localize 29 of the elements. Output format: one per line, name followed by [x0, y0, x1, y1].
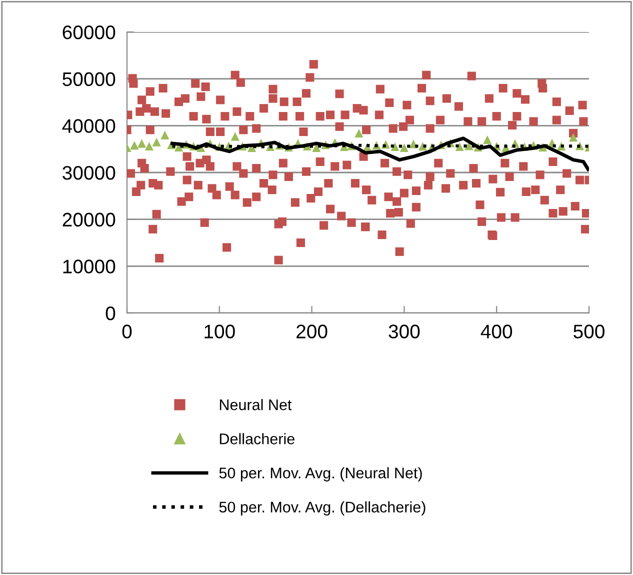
point — [160, 130, 170, 140]
point — [230, 132, 240, 141]
y-tick-label: 50000 — [62, 72, 116, 86]
legend-label: 50 per. Mov. Avg. (Dellacherie) — [219, 501, 426, 516]
point — [400, 143, 408, 152]
point — [569, 133, 578, 142]
x-tick-label: 300 — [388, 324, 420, 338]
point — [390, 142, 400, 152]
x-tick-label: 200 — [296, 324, 328, 338]
point — [130, 141, 139, 150]
x-tick-label: 0 — [122, 324, 132, 338]
y-tick-label: 10000 — [63, 260, 116, 274]
y-tick-label: 0 — [106, 306, 116, 320]
y-tick-label: 30000 — [62, 166, 116, 180]
point — [138, 139, 146, 148]
point — [144, 142, 154, 151]
point — [483, 135, 492, 144]
y-tick-label: 60000 — [62, 25, 116, 40]
x-tick-label: 500 — [574, 324, 604, 338]
y-tick-label: 40000 — [62, 119, 116, 133]
point — [455, 142, 464, 152]
x-tick-label: 400 — [480, 324, 512, 338]
legend-label: 50 per. Mov. Avg. (Neural Net) — [219, 467, 422, 482]
legend-label: Neural Net — [220, 399, 292, 410]
legend-label: Dellacherie — [220, 433, 294, 444]
point — [354, 128, 364, 138]
x-tick-label: 100 — [204, 324, 235, 338]
point — [152, 138, 161, 146]
y-tick-label: 20000 — [62, 212, 116, 227]
